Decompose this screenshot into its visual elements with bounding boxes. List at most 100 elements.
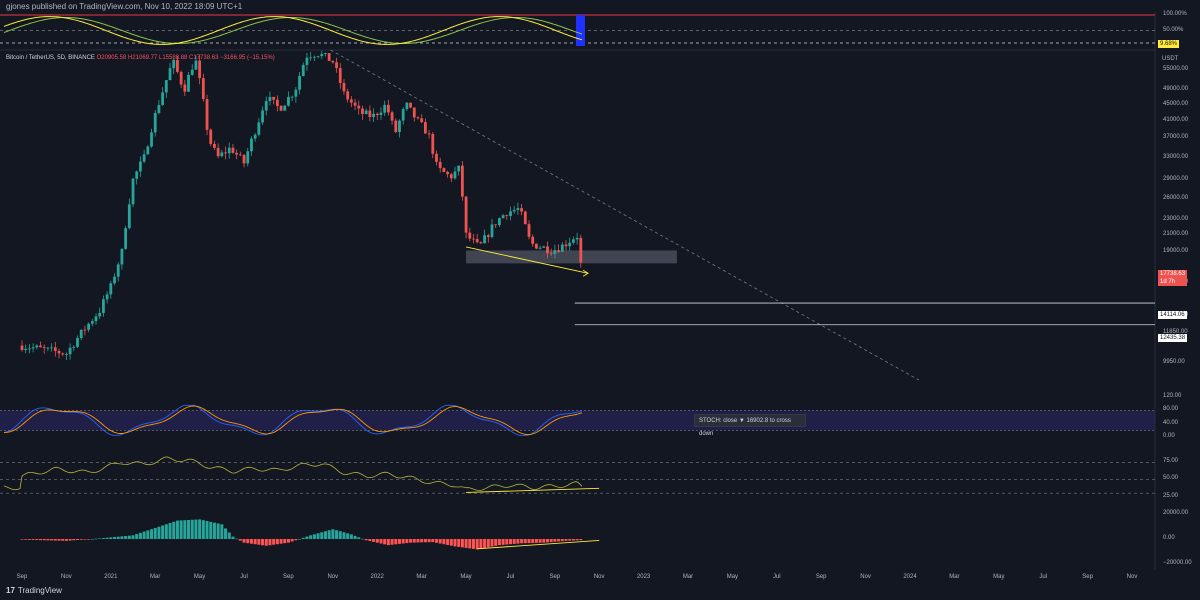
stoch-d-line [4, 405, 583, 436]
rsi-line [3, 456, 583, 491]
symbol-legend: Bitcoin / TetherUS, 5D, BINANCE O20905.5… [6, 55, 275, 61]
candle [324, 53, 327, 54]
histogram-bar [98, 538, 102, 539]
candle [153, 112, 157, 133]
candle [438, 161, 442, 169]
histogram-bar [290, 539, 294, 542]
candle [383, 104, 387, 113]
candle [198, 60, 202, 79]
histogram-bar [153, 527, 157, 539]
histogram-bar [460, 539, 464, 548]
histogram-bar [568, 539, 572, 541]
osc-tick: 100.00% [1163, 11, 1187, 17]
time-tick: Jul [1039, 574, 1048, 580]
histogram-bar [434, 539, 438, 543]
histogram-bar [571, 539, 575, 541]
candle [176, 59, 179, 72]
candle [564, 244, 568, 247]
histogram-bar [179, 520, 183, 539]
histogram-bar [42, 539, 46, 541]
histogram-bar [172, 521, 176, 539]
histogram-bar [205, 521, 209, 539]
histogram-bar [175, 520, 179, 539]
candle [20, 345, 24, 351]
histogram-bar [209, 521, 213, 539]
histogram-bar [275, 539, 279, 545]
time-tick: May [993, 574, 1005, 580]
candle [168, 68, 172, 81]
histogram-bar [438, 539, 442, 544]
candle [401, 109, 405, 121]
stoch-band [0, 410, 1155, 431]
histogram-bar [212, 522, 216, 539]
histogram-bar [105, 537, 109, 539]
time-tick: 2023 [636, 574, 651, 580]
candle [113, 276, 116, 284]
histogram-bar [523, 539, 527, 544]
histogram-bar [272, 539, 276, 545]
histogram-bar [268, 539, 272, 546]
histogram-bar [216, 523, 220, 539]
histogram-bar [279, 539, 283, 544]
histogram-bar [194, 519, 198, 539]
time-tick: Mar [949, 574, 960, 580]
histogram-bar [113, 537, 117, 539]
price-tick: 29000.00 [1163, 175, 1189, 182]
candles-group [20, 50, 583, 361]
candle [568, 242, 572, 247]
histogram-bar [312, 534, 316, 539]
symbol-name[interactable]: Bitcoin / TetherUS, 5D, BINANCE [6, 55, 95, 61]
histogram-bar [564, 539, 568, 541]
histogram-bar [420, 539, 424, 543]
stoch-alert-tooltip: STOCH: close ▼ 16902.8 to cross down [694, 414, 806, 437]
histogram-bar [168, 523, 172, 539]
candle [375, 113, 379, 116]
candle [120, 248, 124, 265]
price-tick: 33000.00 [1163, 153, 1189, 160]
candle [227, 147, 231, 154]
candle [279, 105, 283, 111]
macd-tick: −20000.00 [1163, 559, 1192, 566]
histogram-bar [423, 539, 427, 543]
falling-support-line [465, 246, 589, 274]
histogram-bar [187, 519, 191, 539]
histogram-bar [183, 520, 187, 539]
histogram-bar [449, 539, 453, 546]
histogram-bar [416, 539, 420, 543]
histogram-bar [442, 539, 446, 545]
histogram-bar [127, 535, 131, 539]
histogram-bar [364, 539, 368, 541]
candle [68, 347, 72, 355]
histogram-bar [35, 539, 39, 541]
candle [157, 105, 161, 113]
footer-brand[interactable]: 17 TradingView [6, 586, 62, 595]
histogram-bar [109, 537, 113, 539]
last-price-tag: 17738.63 1d 7h [1158, 270, 1188, 286]
candle [187, 74, 190, 92]
histogram-bar [246, 539, 250, 544]
osc-line-fast [3, 16, 583, 45]
candle [42, 347, 46, 349]
histogram-bar [64, 539, 68, 541]
time-tick: Sep [1082, 574, 1093, 580]
stoch-k-line [3, 404, 583, 436]
histogram-bar [50, 539, 54, 541]
candle [409, 102, 412, 108]
support-arrow-icon [582, 269, 589, 277]
histogram-bar [375, 539, 379, 543]
time-tick: Nov [1126, 574, 1138, 580]
candle [309, 57, 313, 59]
ohlc-high: H21069.77 [127, 55, 158, 61]
candle [72, 346, 76, 348]
candle [24, 348, 28, 351]
candle [142, 154, 146, 162]
histogram-bar [468, 539, 472, 549]
candle [220, 152, 224, 157]
price-tick: 37000.00 [1163, 134, 1189, 141]
candle [335, 62, 338, 69]
macd-tick: 20000.00 [1163, 510, 1189, 517]
histogram-bar [497, 539, 501, 546]
quote-currency: USDT [1162, 56, 1179, 62]
candle [505, 215, 509, 217]
